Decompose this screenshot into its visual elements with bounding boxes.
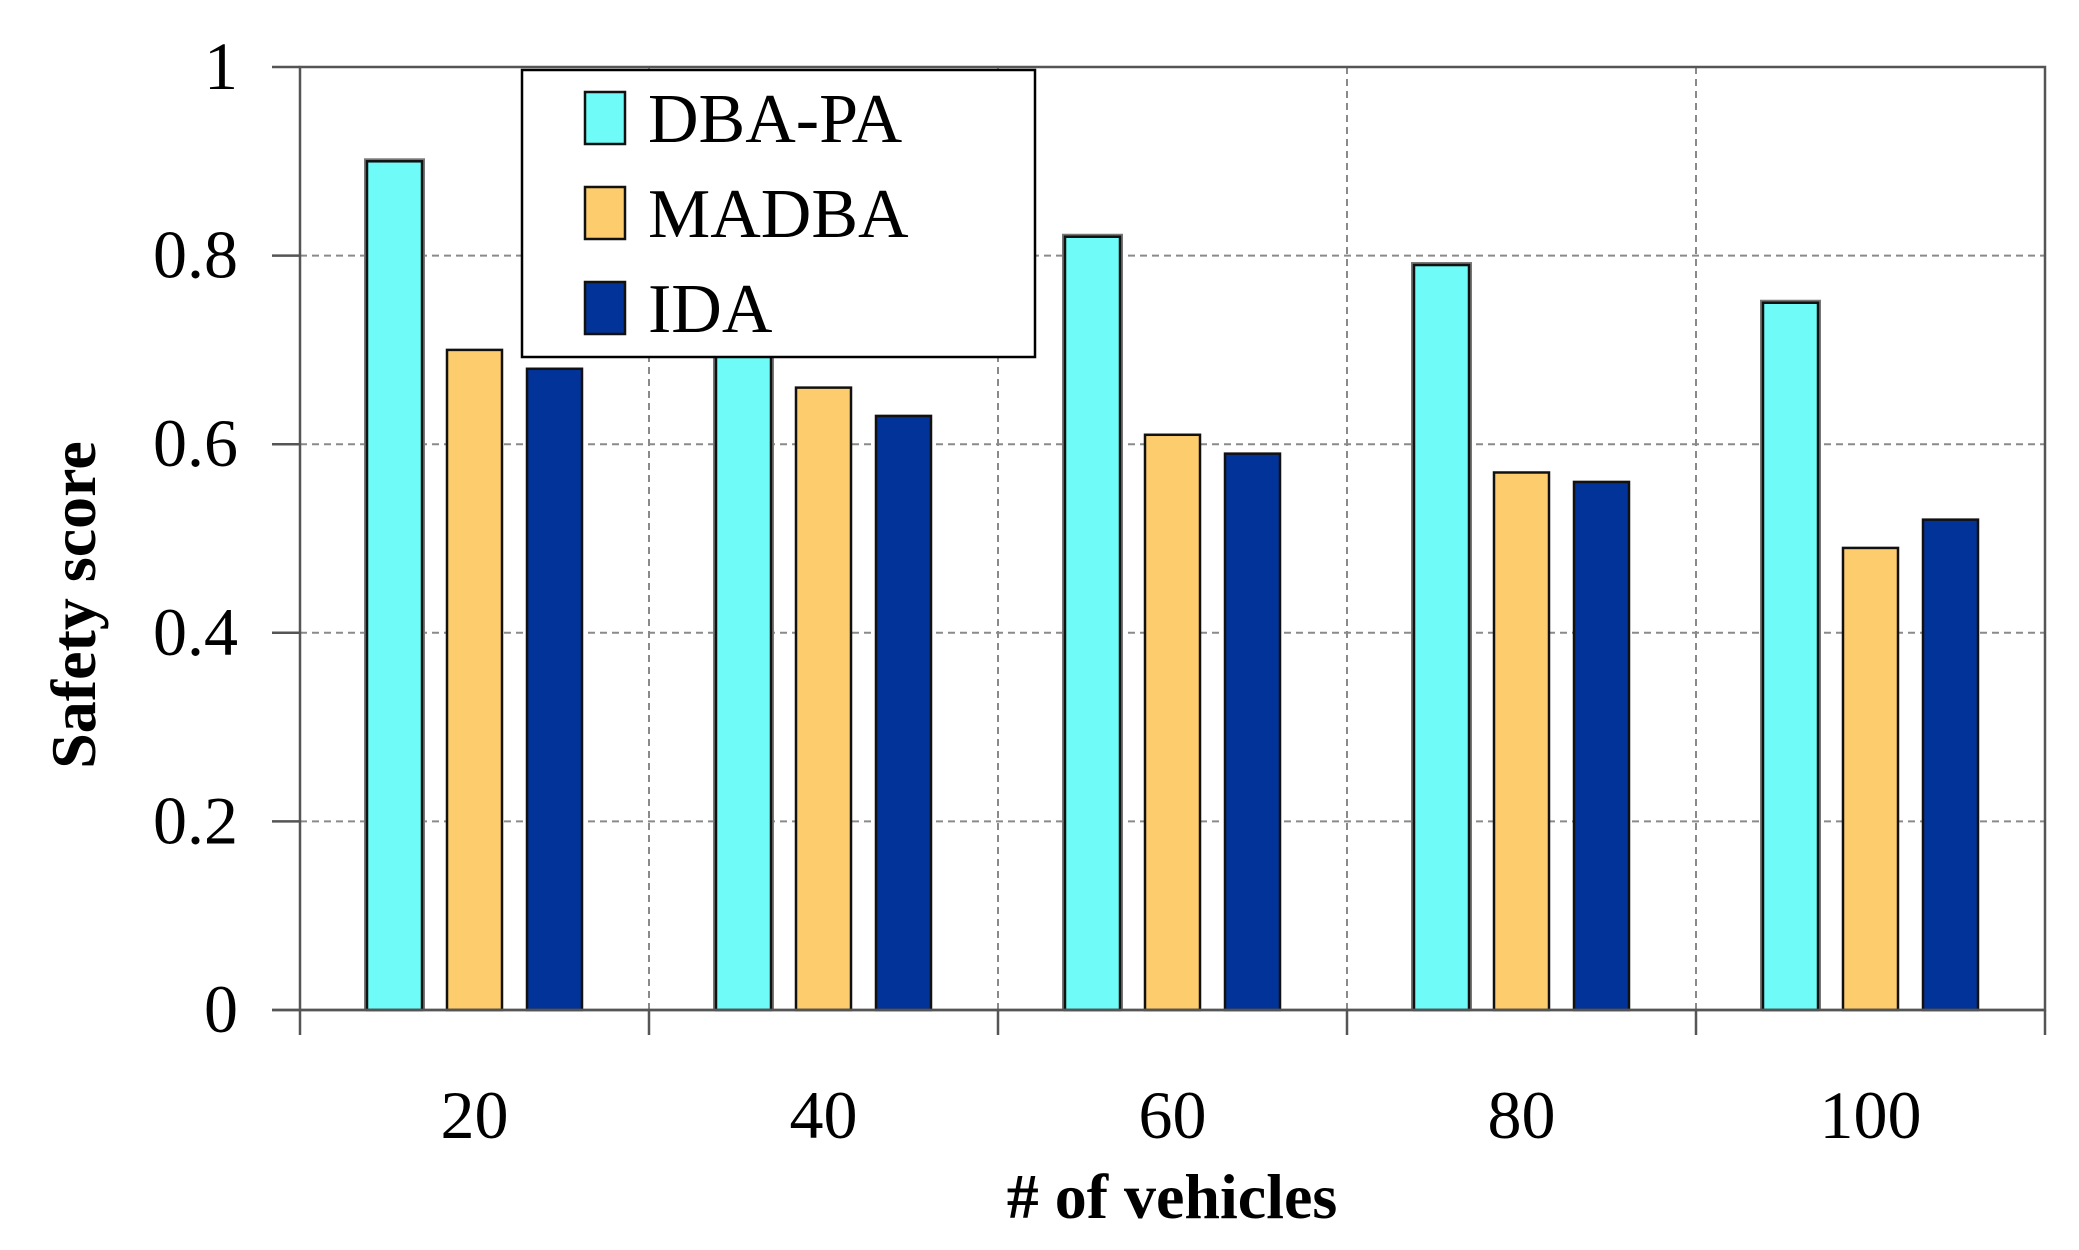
bar-ida-60 [1223,452,1282,1012]
legend-label-madba: MADBA [648,176,909,253]
x-tick-label: 80 [1488,1077,1556,1153]
x-tick-labels: 20 40 60 80 100 [441,1077,1922,1153]
legend-swatch-madba [583,185,627,241]
y-tick-label: 1 [204,28,238,104]
legend: DBA-PA MADBA IDA [520,68,1037,359]
bar-dba-pa-40 [714,348,773,1012]
x-tick-label: 40 [790,1077,858,1153]
y-tick-label: 0.4 [153,594,238,670]
y-tick-label: 0 [204,971,238,1047]
bar-dba-pa-20 [365,160,424,1012]
bar-ida-100 [1921,518,1980,1012]
bars [364,158,1980,1012]
bar-madba-80 [1492,471,1551,1012]
bar-dba-pa-100 [1761,301,1820,1012]
bar-ida-80 [1572,480,1631,1012]
axes [272,65,2047,1035]
y-tick-label: 0.6 [153,405,238,481]
bar-dba-pa-80 [1412,263,1471,1012]
y-tick-label: 0.8 [153,217,238,293]
bar-dba-pa-60 [1063,235,1122,1012]
bar-madba-40 [794,386,853,1012]
bar-madba-60 [1143,433,1202,1012]
y-tick-label: 0.2 [153,782,238,858]
legend-label-ida: IDA [648,271,773,348]
x-tick-label: 20 [441,1077,509,1153]
bar-madba-20 [445,348,504,1012]
x-tick-label: 60 [1139,1077,1207,1153]
bar-madba-100 [1841,546,1900,1012]
x-axis-label: # of vehicles [1007,1161,1338,1232]
legend-swatch-dba-pa [583,90,627,146]
legend-label-dba-pa: DBA-PA [648,81,903,158]
x-tick-label: 100 [1820,1077,1922,1153]
y-tick-labels: 0 0.2 0.4 0.6 0.8 1 [153,28,238,1047]
bar-ida-20 [525,367,584,1012]
legend-swatch-ida [583,280,627,336]
y-axis-label: Safety score [38,441,109,769]
bar-ida-40 [874,414,933,1012]
